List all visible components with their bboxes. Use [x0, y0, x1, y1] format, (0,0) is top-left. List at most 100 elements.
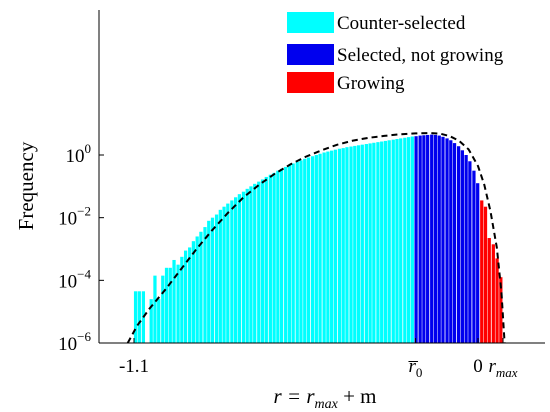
bar-counter-selected-51 [333, 149, 338, 343]
bar-selected-not-growing-12 [460, 150, 464, 343]
bar-counter-selected-13 [188, 247, 192, 343]
bar-counter-selected-50 [330, 150, 334, 343]
bar-growing-0 [480, 200, 484, 343]
bar-counter-selected-7 [164, 267, 169, 343]
bar-counter-selected-30 [253, 183, 257, 343]
bar-counter-selected-62 [376, 142, 380, 343]
bar-counter-selected-14 [191, 241, 196, 343]
bar-counter-selected-55 [349, 146, 353, 343]
legend-label-growing: Growing [337, 73, 405, 94]
bar-selected-not-growing-7 [441, 136, 445, 343]
bar-counter-selected-18 [207, 220, 211, 343]
bar-counter-selected-24 [230, 200, 234, 343]
bar-counter-selected-53 [341, 148, 345, 343]
bar-selected-not-growing-14 [468, 161, 472, 343]
fitted-curve [126, 132, 506, 344]
bar-counter-selected-19 [210, 217, 215, 343]
y-tick-label-0: 100 [66, 141, 92, 167]
bar-counter-selected-56 [353, 145, 357, 343]
bar-counter-selected-45 [310, 156, 315, 343]
bar-counter-selected-69 [403, 137, 407, 343]
bar-counter-selected-1 [137, 291, 141, 343]
bar-counter-selected-48 [322, 152, 326, 343]
bar-selected-not-growing-8 [445, 138, 449, 343]
x-axis-label: r = rmax + m [273, 384, 376, 412]
bar-counter-selected-16 [199, 231, 203, 343]
x-tick-label-0: -1.1 [119, 356, 149, 377]
bars-layer [133, 134, 503, 343]
bar-growing-2 [487, 238, 491, 343]
bar-selected-not-growing-1 [418, 135, 422, 343]
bar-growing-1 [483, 206, 488, 343]
bar-selected-not-growing-5 [433, 134, 438, 343]
bar-selected-not-growing-10 [452, 143, 457, 343]
bar-counter-selected-60 [368, 143, 372, 343]
legend-swatch-counter [287, 12, 334, 33]
bar-counter-selected-41 [295, 161, 299, 343]
bar-counter-selected-33 [264, 176, 268, 343]
y-ticks: 100 10−2 10−4 10−6 [58, 141, 104, 355]
bar-counter-selected-27 [241, 191, 246, 343]
bar-counter-selected-61 [372, 142, 376, 343]
bar-counter-selected-6 [161, 275, 165, 343]
bar-counter-selected-9 [172, 259, 176, 343]
bar-counter-selected-3 [149, 299, 153, 343]
bar-counter-selected-23 [226, 203, 230, 343]
bar-counter-selected-64 [383, 140, 388, 343]
x-tick-label-3: rmax [488, 356, 517, 380]
bar-counter-selected-52 [337, 148, 342, 343]
bar-selected-not-growing-3 [426, 134, 430, 343]
bar-selected-not-growing-16 [476, 183, 480, 343]
bar-selected-not-growing-13 [464, 155, 468, 343]
bar-counter-selected-59 [364, 144, 368, 343]
bar-counter-selected-35 [272, 172, 276, 343]
bar-counter-selected-5 [157, 299, 161, 343]
bar-counter-selected-44 [306, 157, 311, 343]
bar-counter-selected-43 [303, 158, 307, 343]
bar-counter-selected-66 [391, 139, 395, 343]
bar-counter-selected-36 [276, 170, 280, 343]
bar-counter-selected-11 [180, 256, 184, 343]
bar-selected-not-growing-0 [414, 136, 418, 343]
legend-label-counter: Counter-selected [337, 13, 466, 34]
y-tick-label-1: 10−2 [58, 204, 91, 230]
bar-selected-not-growing-4 [430, 134, 434, 343]
bar-counter-selected-71 [410, 136, 414, 343]
bar-counter-selected-8 [168, 267, 172, 343]
bar-counter-selected-28 [245, 188, 249, 343]
legend-label-selected: Selected, not growing [337, 45, 504, 66]
bar-counter-selected-68 [399, 138, 403, 343]
bar-counter-selected-46 [314, 155, 318, 343]
bar-counter-selected-20 [214, 214, 219, 343]
x-axis-label-main: r = r [273, 384, 315, 408]
bar-selected-not-growing-15 [472, 170, 476, 343]
bar-counter-selected-37 [279, 168, 284, 343]
bar-selected-not-growing-9 [449, 140, 453, 343]
bar-selected-not-growing-2 [422, 135, 426, 343]
bar-counter-selected-29 [249, 186, 253, 343]
legend: Counter-selected Selected, not growing G… [287, 12, 504, 94]
bar-counter-selected-0 [133, 291, 138, 343]
bar-counter-selected-47 [318, 153, 322, 343]
bar-counter-selected-40 [291, 163, 295, 343]
bar-counter-selected-4 [153, 275, 157, 343]
x-axis-label-sub: max [315, 397, 339, 412]
legend-swatch-selected [287, 44, 334, 65]
bar-counter-selected-54 [345, 147, 349, 343]
bar-counter-selected-34 [268, 174, 272, 343]
bar-counter-selected-42 [299, 160, 303, 343]
bar-counter-selected-49 [326, 151, 330, 343]
y-axis-label: Frequency [14, 141, 38, 230]
x-ticks: -1.1 r̅0 0 rmax [119, 338, 518, 380]
bar-counter-selected-38 [284, 166, 288, 343]
bar-selected-not-growing-11 [456, 146, 461, 343]
y-tick-label-2: 10−4 [58, 266, 91, 292]
bar-counter-selected-22 [222, 206, 226, 343]
legend-swatch-growing [287, 72, 334, 93]
bar-counter-selected-12 [183, 250, 188, 343]
bar-counter-selected-10 [176, 264, 180, 343]
bar-selected-not-growing-6 [437, 135, 441, 343]
bar-counter-selected-70 [406, 137, 411, 343]
bar-counter-selected-17 [203, 227, 207, 343]
